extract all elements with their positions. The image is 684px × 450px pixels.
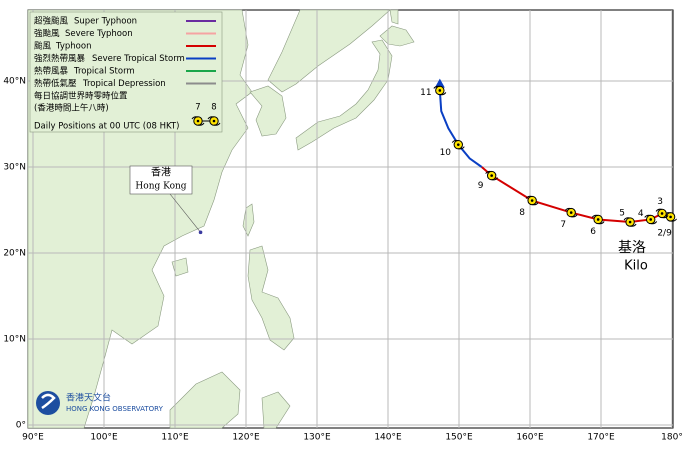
logo-zh: 香港天文台	[66, 392, 111, 404]
lat-label: 10°N	[3, 335, 26, 345]
day-label: 2/9	[657, 228, 672, 238]
legend-en: Tropical Depression	[82, 79, 166, 89]
philippines	[247, 245, 295, 351]
legend-zh: 超強颱風	[34, 16, 69, 27]
hong-kong-marker	[198, 230, 203, 235]
daily-position-arms	[525, 195, 539, 206]
legend-en: Super Typhoon	[74, 17, 137, 27]
legend-note-en: Daily Positions at 00 UTC (08 HKT)	[34, 122, 179, 132]
daily-position-eye	[669, 215, 672, 219]
legend-en: Tropical Storm	[73, 67, 135, 77]
lon-label: 180°	[661, 433, 683, 443]
legend-note-zh: 每日協調世界時零時位置	[34, 91, 128, 102]
day-label: 10	[440, 148, 452, 158]
lon-label: 90°E	[22, 433, 44, 443]
russia-coast	[267, 9, 391, 93]
legend-zh: 強颱風	[34, 28, 60, 39]
hong-kong-callout: 香港 Hong Kong	[129, 165, 201, 233]
callout-line	[169, 193, 201, 233]
legend-zh: 熱帶風暴	[34, 66, 69, 77]
daily-position-arms	[433, 85, 447, 96]
lon-label: 170°E	[587, 433, 615, 443]
day-label: 4	[638, 209, 644, 219]
lat-label: 20°N	[3, 249, 26, 259]
storm-name-en: Kilo	[624, 259, 648, 274]
storm-name-zh: 基洛	[618, 239, 646, 256]
logo-swirl	[41, 393, 56, 410]
logo-en: HONG KONG OBSERVATORY	[66, 405, 164, 413]
daily-position-arms	[623, 217, 637, 227]
borneo	[169, 371, 241, 429]
daily-position-arms	[644, 214, 658, 225]
daily-position-eye	[569, 211, 573, 214]
end-marker	[434, 78, 445, 88]
day-label: 6	[590, 227, 596, 237]
legend-sample-symbol-arms	[191, 116, 205, 126]
storm-track: 2/9 3 4 5 6 7 8 9 10 11	[420, 78, 677, 238]
day-label: 5	[619, 209, 625, 219]
lon-label: 120°E	[232, 433, 260, 443]
storm-name: 基洛 Kilo	[618, 239, 648, 274]
lon-label: 110°E	[161, 433, 189, 443]
lat-label: 40°N	[3, 77, 26, 87]
lat-label: 0°	[16, 421, 26, 431]
legend-sample-symbol-arms	[207, 116, 221, 126]
legend-sample-day: 7	[195, 103, 200, 113]
hk-name-zh: 香港	[151, 167, 171, 179]
day-label: 8	[519, 208, 525, 218]
korea	[249, 85, 287, 137]
daily-position-arms	[591, 214, 605, 225]
lon-label: 100°E	[90, 433, 118, 443]
daily-position-eye	[490, 174, 493, 177]
legend-sample-symbol-eye	[212, 119, 216, 123]
day-label: 9	[478, 181, 484, 191]
daily-position-eye	[456, 143, 460, 146]
daily-position-eye	[649, 218, 652, 221]
legend-zh: 強烈熱帶風暴	[34, 53, 86, 64]
sulawesi	[261, 391, 291, 429]
legend-zh: 熱帶低氣壓	[34, 78, 77, 89]
sakhalin	[389, 9, 399, 25]
japan	[295, 39, 393, 151]
legend-en: Severe Tropical Storm	[92, 54, 185, 64]
daily-position-eye	[660, 212, 664, 215]
legend-en: Severe Typhoon	[65, 29, 133, 39]
callout-box	[129, 165, 193, 195]
legend-en: Typhoon	[55, 42, 91, 52]
daily-position-arms	[564, 207, 578, 218]
legend-zh: 颱風	[34, 42, 52, 52]
legend: 超強颱風 Super Typhoon 強颱風 Severe Typhoon 颱風 Typh…	[29, 11, 223, 133]
daily-position-eye	[438, 89, 442, 92]
day-label: 3	[657, 197, 663, 207]
lon-label: 130°E	[303, 433, 331, 443]
legend-sample-day: 8	[211, 103, 216, 113]
logo: 香港天文台 HONG KONG OBSERVATORY	[36, 391, 164, 415]
daily-position-eye	[530, 199, 534, 202]
daily-position-eye	[628, 220, 632, 224]
daily-position-arms	[655, 208, 669, 219]
day-label: 7	[560, 220, 566, 230]
hk-name-en: Hong Kong	[135, 182, 186, 192]
daily-position-arms	[485, 170, 499, 181]
daily-position-arms	[451, 139, 465, 150]
daily-position-eye	[596, 218, 600, 221]
day-label: 11	[420, 88, 431, 98]
lon-label: 150°E	[445, 433, 473, 443]
legend-sample-symbol-eye	[196, 119, 200, 123]
lat-label: 30°N	[3, 163, 26, 173]
legend-note-hkt: (香港時間上午八時)	[34, 103, 109, 114]
lon-label: 140°E	[374, 433, 402, 443]
lon-label: 160°E	[516, 433, 544, 443]
